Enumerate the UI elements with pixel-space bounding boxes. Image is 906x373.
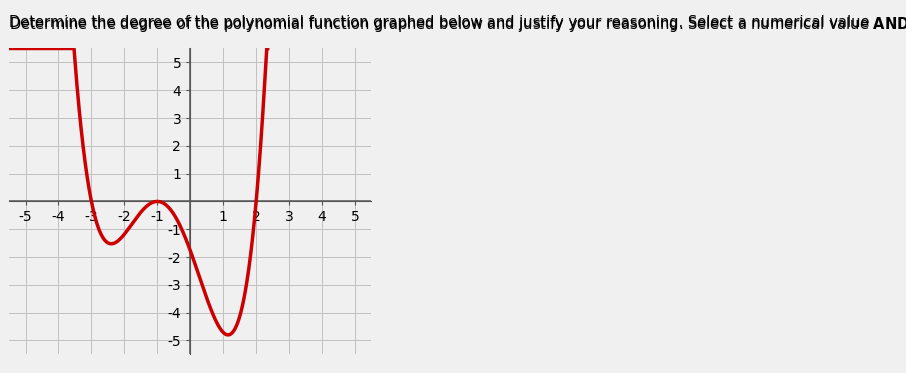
Text: Determine the degree of the polynomial function graphed below and justify your r: Determine the degree of the polynomial f… bbox=[9, 15, 874, 30]
Text: Determine the degree of the polynomial function graphed below and justify your r: Determine the degree of the polynomial f… bbox=[9, 15, 906, 34]
